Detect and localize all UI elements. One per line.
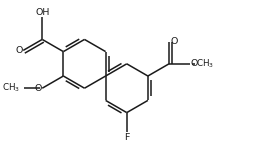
Text: F: F xyxy=(124,133,130,142)
Text: O: O xyxy=(34,84,42,93)
Text: O: O xyxy=(15,46,23,55)
Text: O: O xyxy=(190,59,197,68)
Text: CH$_3$: CH$_3$ xyxy=(196,58,214,70)
Text: O: O xyxy=(171,37,178,46)
Text: OH: OH xyxy=(35,8,50,17)
Text: CH$_3$: CH$_3$ xyxy=(2,82,20,94)
